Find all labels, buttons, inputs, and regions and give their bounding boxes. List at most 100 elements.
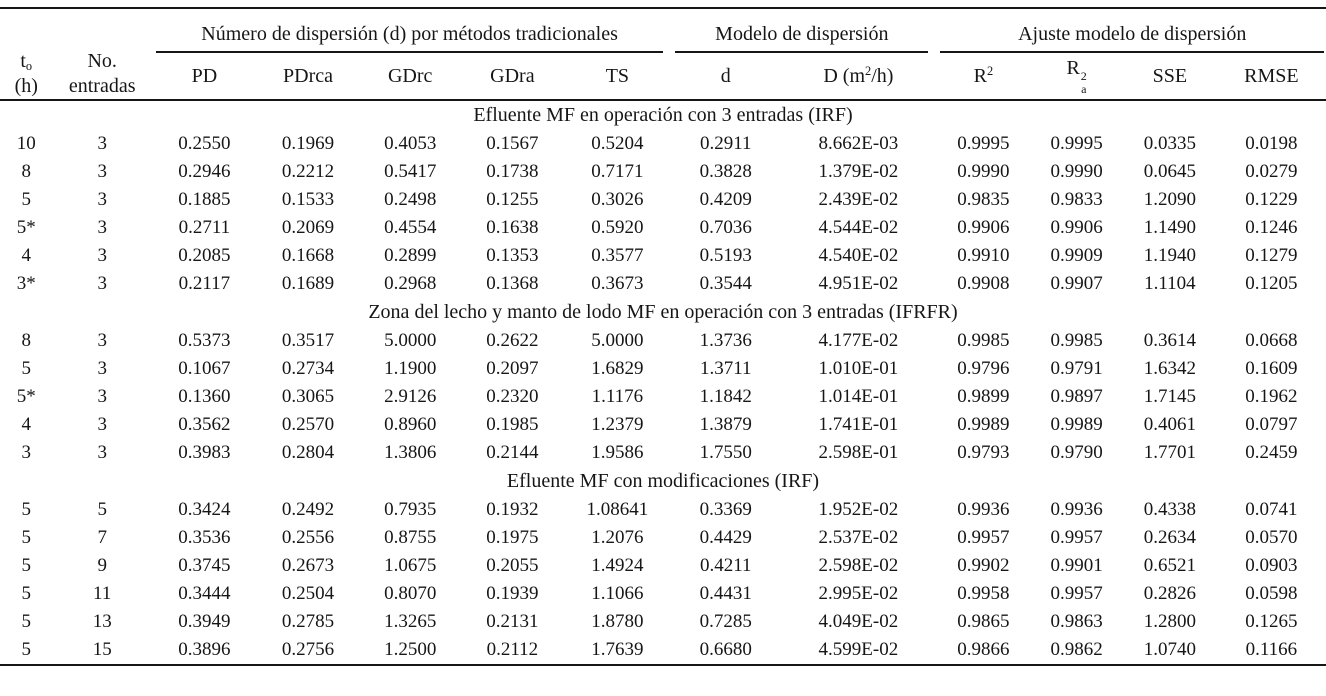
- cell: 1.4924: [591, 555, 644, 576]
- cell: 0.1533: [281, 189, 335, 210]
- cell: 0.9897: [1050, 386, 1103, 407]
- cell: 4.540E-02: [818, 245, 899, 266]
- cell: 5: [21, 639, 31, 660]
- cell: 0.4209: [699, 189, 752, 210]
- cell: 0.0668: [1245, 330, 1298, 351]
- cell: 0.0741: [1245, 499, 1298, 520]
- cell: 0.2069: [281, 217, 335, 238]
- cell: 0.1738: [486, 161, 539, 182]
- cell: 0.2212: [281, 161, 335, 182]
- cell: 4: [21, 245, 31, 266]
- cell: 2.598E-01: [818, 442, 899, 463]
- cell: 3: [97, 161, 107, 182]
- cell: 1.1176: [591, 386, 644, 407]
- cell: 0.3444: [178, 583, 231, 604]
- cell: 4.177E-02: [818, 330, 899, 351]
- cell: 0.9985: [957, 330, 1010, 351]
- group-header-row: to (h) No. entradas Número de dispersión…: [0, 8, 1326, 101]
- cell: 1.3711: [700, 358, 752, 379]
- table-row: 8 3 0.5373 0.3517 5.0000 0.2622 5.0000 1.3736 4.…: [0, 327, 1326, 355]
- cell: 0.9833: [1050, 189, 1103, 210]
- cell: 1.1842: [699, 386, 752, 407]
- table-row: 5 3 0.1885 0.1533 0.2498 0.1255 0.3026 0.4209 2.…: [0, 186, 1326, 214]
- cell: 0.2570: [281, 414, 335, 435]
- cell: 0.2117: [178, 273, 231, 294]
- cell: 0.1668: [281, 245, 335, 266]
- cell: 0.3026: [591, 189, 644, 210]
- dispersion-results-table: to (h) No. entradas Número de dispersión…: [0, 7, 1326, 666]
- cell: 0.9796: [957, 358, 1010, 379]
- table-row: 5 15 0.3896 0.2756 1.2500 0.2112 1.7639 0.6680 4…: [0, 636, 1326, 665]
- cell: 0.1975: [486, 527, 539, 548]
- cell: 1.2500: [384, 639, 437, 660]
- cell: 5: [21, 555, 31, 576]
- cell: 1.3265: [384, 611, 437, 632]
- cell: 0.1279: [1245, 245, 1298, 266]
- cell: 0.2785: [281, 611, 335, 632]
- cell: 3*: [16, 273, 36, 294]
- cell: 3: [97, 273, 107, 294]
- cell: 0.1939: [486, 583, 539, 604]
- cell: 2.598E-02: [818, 555, 899, 576]
- cell: 0.0570: [1245, 527, 1298, 548]
- cell: 0.2673: [281, 555, 335, 576]
- cell: 1.379E-02: [818, 161, 899, 182]
- cell: 0.1609: [1245, 358, 1298, 379]
- section-title-row: Efluente MF con modificaciones (IRF): [0, 467, 1326, 496]
- cell: 0.3517: [281, 330, 335, 351]
- group-header-traditional-methods: Número de dispersión (d) por métodos tra…: [152, 8, 671, 53]
- cell: 0.2634: [1143, 527, 1196, 548]
- cell: 0.9910: [957, 245, 1010, 266]
- col-header-pd: PD: [151, 53, 257, 101]
- cell: 0.9989: [1050, 414, 1103, 435]
- cell: 1.6829: [591, 358, 644, 379]
- cell: 15: [92, 639, 112, 660]
- cell: 0.4429: [699, 527, 752, 548]
- cell: 5: [21, 611, 31, 632]
- cell: 1.08641: [586, 499, 649, 520]
- cell: 0.0797: [1245, 414, 1298, 435]
- cell: 0.1962: [1245, 386, 1298, 407]
- cell: 0.1969: [281, 133, 335, 154]
- cell: 1.2076: [591, 527, 644, 548]
- cell: 0.7036: [699, 217, 752, 238]
- cell: 0.1689: [281, 273, 335, 294]
- col-header-r2: R2: [936, 53, 1031, 101]
- cell: 0.7171: [591, 161, 644, 182]
- cell: 2.9126: [384, 386, 437, 407]
- entradas-line1: No.: [87, 50, 117, 72]
- cell: 3: [21, 442, 31, 463]
- cell: 1.3736: [699, 330, 752, 351]
- cell: 0.3424: [178, 499, 231, 520]
- cell: 1.014E-01: [818, 386, 899, 407]
- cell: 0.2804: [281, 442, 335, 463]
- cell: 0.3949: [178, 611, 231, 632]
- cell: 0.7935: [384, 499, 437, 520]
- cell: 0.2968: [384, 273, 437, 294]
- cell: 8: [21, 330, 31, 351]
- cell: 0.9908: [957, 273, 1010, 294]
- to-line2: (h): [14, 75, 38, 97]
- cell: 0.5920: [591, 217, 644, 238]
- cell: 0.2911: [700, 133, 752, 154]
- cell: 2.537E-02: [818, 527, 899, 548]
- cell: 4.544E-02: [818, 217, 899, 238]
- cell: 0.5193: [699, 245, 752, 266]
- section-title: Efluente MF con modificaciones (IRF): [506, 470, 820, 492]
- cell: 0.2085: [178, 245, 231, 266]
- cell: 0.9793: [957, 442, 1010, 463]
- cell: 0.9985: [1050, 330, 1103, 351]
- cell: 1.0675: [384, 555, 437, 576]
- cell: 0.3896: [178, 639, 231, 660]
- group-header-model-fit: Ajuste modelo de dispersión: [936, 8, 1326, 53]
- col-header-pdrca: PDrca: [256, 53, 360, 101]
- cell: 5: [21, 527, 31, 548]
- cell: 0.1205: [1245, 273, 1298, 294]
- cell: 0.9995: [1050, 133, 1103, 154]
- table-header: to (h) No. entradas Número de dispersión…: [0, 8, 1326, 101]
- cell: 0.9909: [1050, 245, 1103, 266]
- cell: 0.7285: [699, 611, 752, 632]
- cell: 0.4061: [1143, 414, 1196, 435]
- cell: 1.1900: [384, 358, 437, 379]
